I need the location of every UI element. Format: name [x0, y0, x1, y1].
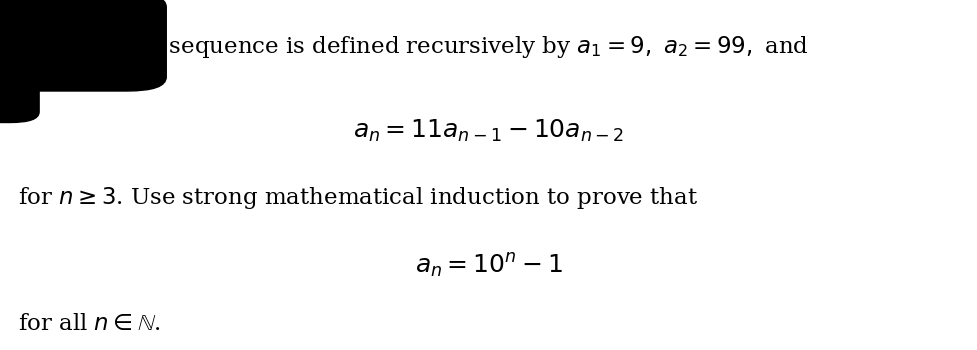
- Text: $a_n = 11a_{n-1} - 10a_{n-2}$: $a_n = 11a_{n-1} - 10a_{n-2}$: [353, 118, 624, 144]
- FancyBboxPatch shape: [0, 46, 39, 122]
- Text: for $n \geq 3$. Use strong mathematical induction to prove that: for $n \geq 3$. Use strong mathematical …: [18, 185, 697, 211]
- FancyBboxPatch shape: [0, 0, 166, 91]
- Text: A sequence is defined recursively by $a_1 = 9,\ a_2 = 99,$ and: A sequence is defined recursively by $a_…: [145, 34, 808, 60]
- Text: $a_n = 10^n - 1$: $a_n = 10^n - 1$: [414, 252, 563, 280]
- Text: for all $n \in \mathbb{N}$.: for all $n \in \mathbb{N}$.: [18, 313, 160, 335]
